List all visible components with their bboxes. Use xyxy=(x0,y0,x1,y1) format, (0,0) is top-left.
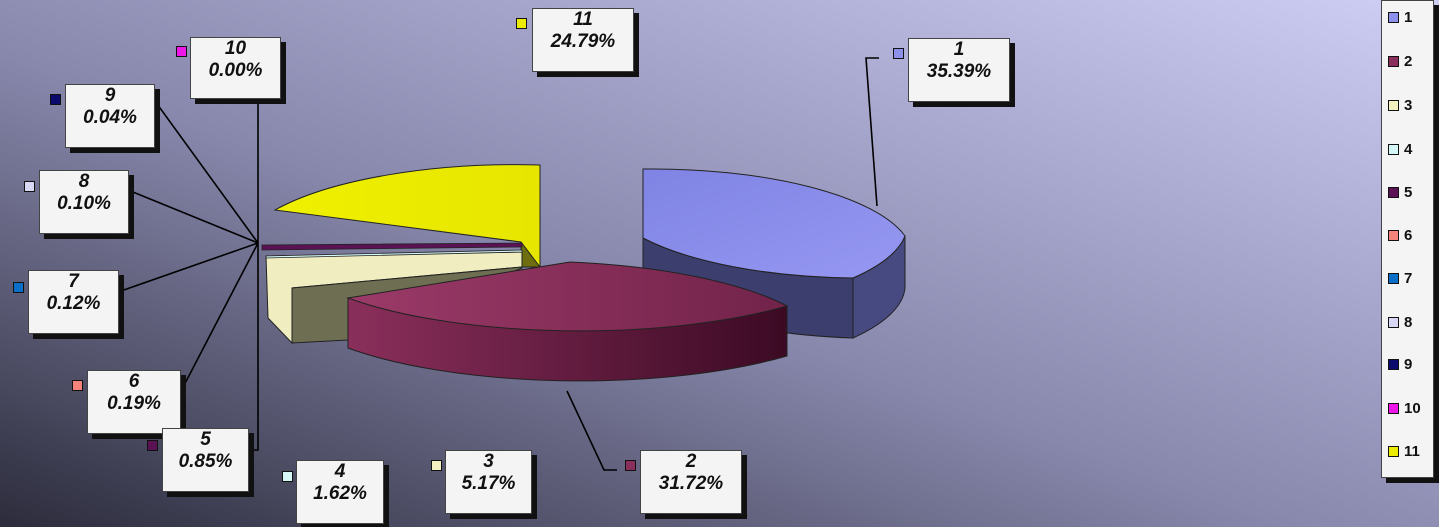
legend-label-8: 8 xyxy=(1404,314,1413,331)
label-key-1 xyxy=(893,48,904,59)
legend-swatch-2 xyxy=(1388,56,1399,67)
data-label-3: 3 5.17% xyxy=(445,450,532,514)
legend-label-4: 4 xyxy=(1404,141,1413,158)
data-label-9: 9 0.04% xyxy=(65,84,155,148)
data-label-1: 1 35.39% xyxy=(908,38,1010,102)
legend-label-11: 11 xyxy=(1404,443,1420,460)
label-key-10 xyxy=(176,46,187,57)
legend-swatch-1 xyxy=(1388,12,1399,23)
legend-label-3: 3 xyxy=(1404,97,1413,114)
leader-line-8 xyxy=(127,189,259,244)
data-label-6: 6 0.19% xyxy=(87,370,181,434)
data-label-8-pct: 0.10% xyxy=(57,193,111,214)
legend-label-6: 6 xyxy=(1404,227,1413,244)
legend-label-2: 2 xyxy=(1404,53,1413,70)
legend-swatch-7 xyxy=(1388,273,1399,284)
label-key-3 xyxy=(431,460,442,471)
slice-11 xyxy=(273,164,541,269)
label-key-5 xyxy=(147,440,158,451)
label-key-2 xyxy=(625,460,636,471)
data-label-3-pct: 5.17% xyxy=(461,473,516,494)
label-key-11 xyxy=(516,18,527,29)
data-label-10-pct: 0.00% xyxy=(208,60,263,81)
data-label-7-name: 7 xyxy=(68,271,79,292)
data-label-8-name: 8 xyxy=(78,171,90,192)
data-label-6-name: 6 xyxy=(128,371,140,392)
data-label-10-name: 10 xyxy=(224,38,247,59)
slice-5 xyxy=(261,242,523,251)
label-key-9 xyxy=(50,94,61,105)
legend-swatch-3 xyxy=(1388,100,1399,111)
leader-lines xyxy=(117,57,879,471)
leader-line-7 xyxy=(117,242,259,293)
chart-legend: 1 2 3 4 5 6 7 8 9 10 11 xyxy=(1381,0,1434,478)
slice-4 xyxy=(265,249,523,259)
legend-label-10: 10 xyxy=(1404,400,1421,417)
data-label-5-name: 5 xyxy=(200,429,211,450)
legend-swatch-6 xyxy=(1388,230,1399,241)
data-label-2-pct: 31.72% xyxy=(658,473,724,494)
label-key-8 xyxy=(24,181,35,192)
data-label-4-pct: 1.62% xyxy=(313,483,367,504)
legend-swatch-5 xyxy=(1388,187,1399,198)
leader-line-2 xyxy=(566,390,617,471)
data-label-4-name: 4 xyxy=(334,461,346,482)
legend-swatch-11 xyxy=(1388,446,1399,457)
data-label-11: 11 24.79% xyxy=(532,8,634,72)
slice-2 xyxy=(346,261,789,382)
label-key-4 xyxy=(282,471,293,482)
data-label-11-name: 11 xyxy=(573,9,593,30)
legend-swatch-8 xyxy=(1388,317,1399,328)
data-label-1-pct: 35.39% xyxy=(926,61,992,82)
data-label-5-pct: 0.85% xyxy=(178,451,233,472)
legend-swatch-9 xyxy=(1388,359,1399,370)
leader-line-5 xyxy=(248,243,259,451)
data-label-7: 7 0.12% xyxy=(28,270,119,334)
leader-line-9 xyxy=(151,96,259,244)
legend-label-7: 7 xyxy=(1404,270,1413,287)
data-label-6-pct: 0.19% xyxy=(107,393,161,414)
data-label-11-pct: 24.79% xyxy=(550,31,616,52)
data-label-3-name: 3 xyxy=(483,451,494,472)
label-key-7 xyxy=(13,282,24,293)
data-label-2: 2 31.72% xyxy=(640,450,742,514)
leader-line-6 xyxy=(179,242,259,394)
label-key-6 xyxy=(72,380,83,391)
leader-line-1 xyxy=(865,57,879,207)
data-label-5: 5 0.85% xyxy=(162,428,249,492)
legend-label-5: 5 xyxy=(1404,184,1413,201)
data-label-7-pct: 0.12% xyxy=(46,293,101,314)
data-label-10: 10 0.00% xyxy=(190,37,281,99)
legend-label-9: 9 xyxy=(1404,356,1413,373)
data-label-4: 4 1.62% xyxy=(296,460,384,524)
data-label-9-name: 9 xyxy=(104,85,116,106)
legend-label-1: 1 xyxy=(1404,9,1413,26)
data-label-2-name: 2 xyxy=(685,451,697,472)
data-label-9-pct: 0.04% xyxy=(83,107,137,128)
legend-swatch-4 xyxy=(1388,144,1399,155)
legend-swatch-10 xyxy=(1388,403,1399,414)
data-label-8: 8 0.10% xyxy=(39,170,129,234)
data-label-1-name: 1 xyxy=(953,39,965,60)
